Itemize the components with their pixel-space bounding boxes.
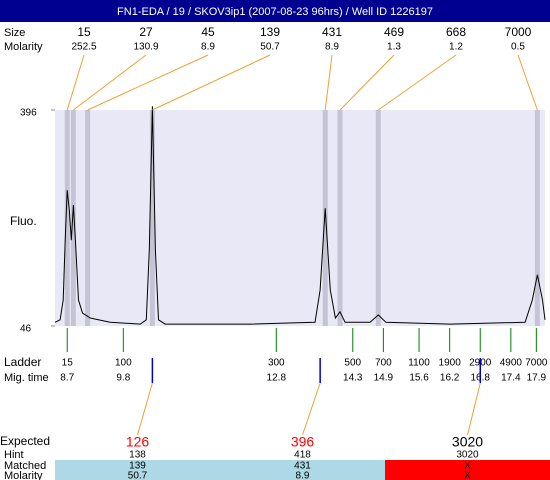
ladder-size: 500 <box>344 358 361 369</box>
title: FN1-EDA / 19 / SKOV3ip1 (2007-08-23 96hr… <box>117 6 433 18</box>
matched-size: 139 <box>129 461 146 472</box>
peak-size: 668 <box>446 25 466 39</box>
peak-molarity: 0.5 <box>511 42 525 53</box>
expected-size: 396 <box>291 434 315 450</box>
expected-connector <box>467 382 481 436</box>
ladder-size: 100 <box>115 358 132 369</box>
ladder-time: 12.8 <box>267 373 287 384</box>
peak-size: 139 <box>260 25 280 39</box>
peak-connector <box>339 54 395 111</box>
matched-molarity: 8.9 <box>296 471 310 480</box>
matched-cell <box>385 460 550 480</box>
peak-molarity: 1.2 <box>449 42 463 53</box>
y-tick-label: 396 <box>20 108 37 119</box>
ladder-time: 14.9 <box>374 373 394 384</box>
molarity-label-2: Molarity <box>4 470 43 480</box>
peak-size: 27 <box>139 25 153 39</box>
ladder-size: 4900 <box>500 358 523 369</box>
peak-molarity: 8.9 <box>201 42 215 53</box>
molarity-label: Molarity <box>4 41 43 53</box>
peak-band <box>322 110 328 326</box>
peak-connector <box>517 54 538 111</box>
ladder-size: 1100 <box>408 358 430 369</box>
peak-molarity: 130.9 <box>133 42 158 53</box>
size-label: Size <box>4 27 25 39</box>
peak-molarity: 8.9 <box>325 42 339 53</box>
peak-molarity: 1.3 <box>387 42 401 53</box>
mig-time-label: Mig. time <box>4 372 49 384</box>
hint-size: 418 <box>294 450 311 461</box>
matched-size: X <box>464 461 471 472</box>
matched-molarity: 50.7 <box>128 471 148 480</box>
ladder-time: 8.7 <box>60 373 74 384</box>
ladder-time: 17.4 <box>501 373 521 384</box>
peak-connector <box>73 54 147 111</box>
peak-band <box>70 110 76 326</box>
peak-size: 15 <box>77 25 91 39</box>
ladder-time: 15.6 <box>409 373 429 384</box>
peak-connector <box>377 54 457 111</box>
peak-band <box>337 110 343 326</box>
peak-connector <box>152 54 271 111</box>
ladder-size: 1900 <box>439 358 462 369</box>
peak-molarity: 252.5 <box>71 42 96 53</box>
title-bar <box>0 0 550 22</box>
y-tick-label: 46 <box>20 324 32 335</box>
hint-label: Hint <box>4 449 24 461</box>
hint-size: 3020 <box>456 450 479 461</box>
y-axis-label: Fluo. <box>10 214 37 228</box>
matched-size: 431 <box>294 461 311 472</box>
peak-connector <box>324 54 333 111</box>
peak-band <box>149 110 155 326</box>
ladder-size: 15 <box>62 358 74 369</box>
peak-molarity: 50.7 <box>260 42 280 53</box>
ladder-label: Ladder <box>4 355 41 369</box>
matched-cell <box>220 460 385 480</box>
matched-label: Matched <box>4 460 46 472</box>
peak-size: 45 <box>201 25 215 39</box>
ladder-time: 17.9 <box>527 373 547 384</box>
peak-connector <box>66 54 85 111</box>
peak-band <box>85 110 91 326</box>
ladder-size: 700 <box>375 358 392 369</box>
matched-molarity: X <box>464 471 471 480</box>
ladder-size: 300 <box>268 358 285 369</box>
plot-area <box>55 110 545 326</box>
ladder-time: 16.2 <box>440 373 460 384</box>
expected-size: 126 <box>126 434 150 450</box>
expected-size: 3020 <box>452 434 483 450</box>
peak-band <box>375 110 381 326</box>
peak-size: 431 <box>322 25 342 39</box>
expected-label: Expected <box>0 434 50 448</box>
trace <box>54 106 546 325</box>
ladder-time: 9.8 <box>116 373 130 384</box>
expected-connector <box>302 382 321 436</box>
ladder-size: 7000 <box>525 358 548 369</box>
matched-cell <box>55 460 220 480</box>
peak-size: 469 <box>384 25 404 39</box>
expected-connector <box>137 382 153 436</box>
peak-size: 7000 <box>505 25 532 39</box>
peak-band <box>534 110 540 326</box>
peak-connector <box>87 54 209 111</box>
peak-band <box>64 110 70 326</box>
ladder-time: 14.3 <box>343 373 363 384</box>
hint-size: 138 <box>129 450 146 461</box>
